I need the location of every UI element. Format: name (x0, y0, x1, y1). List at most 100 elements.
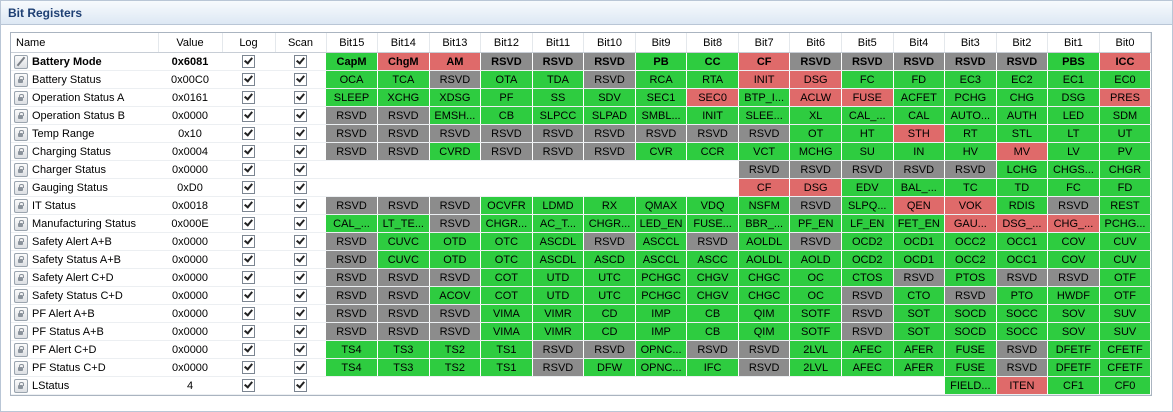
bit-cell[interactable]: LCHG (996, 160, 1049, 179)
bit-cell[interactable]: REST (1099, 196, 1152, 215)
bit-cell[interactable]: RSVD (532, 124, 585, 143)
bit-cell[interactable]: SUV (1099, 322, 1152, 341)
bit-cell[interactable]: OCC2 (944, 250, 997, 269)
scan-checkbox[interactable] (294, 361, 307, 374)
bit-cell[interactable]: RT (944, 124, 997, 143)
bit-cell[interactable]: EDV (841, 178, 894, 197)
bit-cell[interactable]: SLPQ... (841, 196, 894, 215)
bit-cell[interactable]: AUTO... (944, 106, 997, 125)
register-name-cell[interactable]: Safety Alert C+D (11, 268, 158, 287)
bit-cell[interactable]: HT (841, 124, 894, 143)
table-row[interactable]: IT Status 0x0018 RSVD RSVD RSVD OCVFR LDMD RX QM… (11, 196, 1152, 215)
bit-cell[interactable]: XCHG (377, 88, 430, 107)
bit-cell[interactable]: ICC (1099, 52, 1152, 71)
bit-cell[interactable]: ASCDL (532, 250, 585, 269)
bit-cell[interactable]: SOV (1047, 304, 1100, 323)
bit-cell[interactable]: ACOV (429, 286, 482, 305)
bit-cell[interactable]: RSVD (429, 268, 482, 287)
bit-cell[interactable]: OC (789, 286, 842, 305)
bit-cell[interactable]: CD (583, 322, 636, 341)
register-name-cell[interactable]: Temp Range (11, 124, 158, 143)
register-name-cell[interactable]: Gauging Status (11, 178, 158, 197)
bit-cell[interactable]: RSVD (583, 70, 636, 89)
bit-cell[interactable]: RSVD (377, 196, 430, 215)
bit-cell[interactable]: CF0 (1099, 376, 1152, 395)
bit-cell[interactable]: RSVD (1047, 196, 1100, 215)
bit-cell[interactable]: RSVD (326, 322, 379, 341)
table-row[interactable]: Charging Status 0x0004 RSVD RSVD CVRD RSVD RSV… (11, 142, 1152, 161)
bit-cell[interactable]: EMSH... (429, 106, 482, 125)
table-row[interactable]: PF Alert C+D 0x0000 TS4 TS3 TS2 TS1 RSVD RSVD OP… (11, 340, 1152, 359)
lock-icon[interactable] (14, 306, 28, 321)
bit-cell[interactable]: QMAX (635, 196, 688, 215)
bit-cell[interactable]: RSVD (583, 232, 636, 251)
bit-cell[interactable]: CHG_... (1047, 214, 1100, 233)
bit-cell[interactable]: OCD1 (893, 250, 946, 269)
bit-cell[interactable]: AC_T... (532, 214, 585, 233)
bit-cell[interactable]: VDQ (686, 196, 739, 215)
scan-checkbox[interactable] (294, 145, 307, 158)
bit-cell[interactable]: CB (686, 322, 739, 341)
bit-cell[interactable]: RX (583, 196, 636, 215)
bit-cell[interactable]: PCHG (944, 88, 997, 107)
bit-cell[interactable]: RSVD (686, 232, 739, 251)
bit-cell[interactable]: CTO (893, 286, 946, 305)
bit-cell[interactable]: ITEN (996, 376, 1049, 395)
bit-cell[interactable]: PV (1099, 142, 1152, 161)
table-row[interactable]: Safety Status A+B 0x0000 RSVD CUVC OTD OTC ASC… (11, 250, 1152, 269)
register-name-cell[interactable]: Safety Status C+D (11, 286, 158, 305)
bit-cell[interactable]: EC1 (1047, 70, 1100, 89)
bit-cell[interactable]: RSVD (944, 160, 997, 179)
bit-cell[interactable]: SDM (1099, 106, 1152, 125)
log-checkbox[interactable] (242, 217, 255, 230)
bit-cell[interactable]: SOCD (944, 322, 997, 341)
register-name-cell[interactable]: LStatus (11, 376, 158, 395)
bit-cell[interactable]: FC (841, 70, 894, 89)
bit-cell[interactable]: QIM (738, 322, 791, 341)
table-row[interactable]: Operation Status B 0x0000 RSVD RSVD EMSH... C… (11, 106, 1152, 125)
bit-cell[interactable]: IN (893, 142, 946, 161)
table-row[interactable]: Safety Alert A+B 0x0000 RSVD CUVC OTD OTC ASCD… (11, 232, 1152, 251)
lock-icon[interactable] (14, 144, 28, 159)
bit-cell[interactable]: ASCCL (635, 232, 688, 251)
bit-cell[interactable]: TC (944, 178, 997, 197)
log-checkbox[interactable] (242, 271, 255, 284)
bit-cell[interactable]: CHGV (686, 268, 739, 287)
bit-cell[interactable]: ASCDL (532, 232, 585, 251)
bit-cell[interactable]: CHGR (1099, 160, 1152, 179)
table-row[interactable]: Safety Status C+D 0x0000 RSVD RSVD ACOV COT UT… (11, 286, 1152, 305)
bit-cell[interactable]: RSVD (326, 232, 379, 251)
scan-checkbox[interactable] (294, 73, 307, 86)
bit-cell[interactable]: DFETF (1047, 340, 1100, 359)
bit-cell[interactable]: RTA (686, 70, 739, 89)
bit-cell[interactable]: OTF (1099, 268, 1152, 287)
bit-cell[interactable]: RSVD (326, 106, 379, 125)
bit-cell[interactable]: TS2 (429, 340, 482, 359)
bit-cell[interactable]: DSG (789, 178, 842, 197)
bit-cell[interactable]: CUV (1099, 232, 1152, 251)
bit-cell[interactable]: TS2 (429, 358, 482, 377)
bit-cell[interactable]: RSVD (1047, 268, 1100, 287)
bit-cell[interactable]: OCC1 (996, 232, 1049, 251)
bit-cell[interactable]: SDV (583, 88, 636, 107)
bit-cell[interactable]: TS3 (377, 340, 430, 359)
bit-cell[interactable]: FD (893, 70, 946, 89)
lock-icon[interactable] (14, 378, 28, 393)
table-row[interactable]: Gauging Status 0xD0 CF DSG EDV BAL_... TC TD FC F… (11, 178, 1152, 197)
bit-cell[interactable]: RSVD (738, 124, 791, 143)
lock-icon[interactable] (14, 342, 28, 357)
scan-checkbox[interactable] (294, 271, 307, 284)
bit-cell[interactable]: DSG (789, 70, 842, 89)
bit-cell[interactable]: AOLD (789, 250, 842, 269)
bit-cell[interactable]: CF (738, 178, 791, 197)
table-row[interactable]: PF Status A+B 0x0000 RSVD RSVD RSVD VIMA VIMR C… (11, 322, 1152, 341)
scan-checkbox[interactable] (294, 235, 307, 248)
log-checkbox[interactable] (242, 127, 255, 140)
bit-cell[interactable]: RSVD (532, 52, 585, 71)
bit-cell[interactable]: RSVD (841, 304, 894, 323)
bit-cell[interactable]: OC (789, 268, 842, 287)
bit-cell[interactable]: AOLDL (738, 232, 791, 251)
lock-icon[interactable] (14, 270, 28, 285)
bit-cell[interactable]: STH (893, 124, 946, 143)
bit-cell[interactable]: RSVD (686, 124, 739, 143)
